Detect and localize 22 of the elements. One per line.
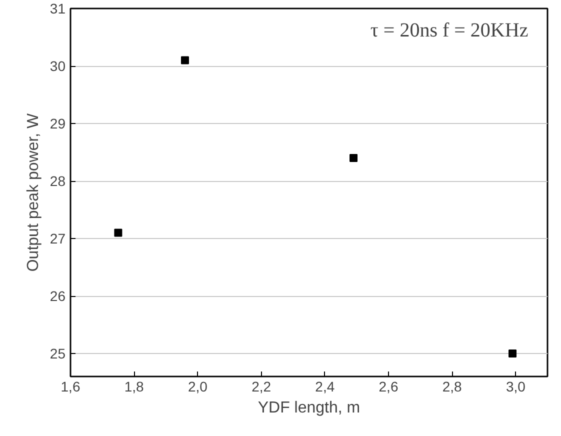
x-tick-label: 2,4 <box>315 378 335 394</box>
y-tick-label: 27 <box>50 230 66 246</box>
x-axis-title: YDF length, m <box>258 400 360 416</box>
x-tick-label: 2,6 <box>378 378 398 394</box>
x-tick-label: 2,2 <box>252 378 272 394</box>
y-tick-label: 30 <box>50 58 66 74</box>
point <box>180 56 189 64</box>
point <box>350 154 358 162</box>
point <box>114 228 122 237</box>
x-tick-label: 2,8 <box>442 378 462 394</box>
y-axis-title: Output peak power, W <box>24 112 42 272</box>
y-tick-label: 31 <box>50 0 66 16</box>
x-tick-label: 3,0 <box>506 378 526 394</box>
point <box>508 350 517 358</box>
y-tick-label: 29 <box>50 116 66 132</box>
x-tick-label: 1,8 <box>124 378 144 394</box>
y-tick-label: 25 <box>50 346 66 362</box>
x-tick-label: 1,6 <box>60 378 80 394</box>
y-tick-label: 26 <box>50 288 66 304</box>
annotation: τ = 20ns f = 20KHz <box>370 20 528 42</box>
x-tick-label: 2,0 <box>188 378 208 394</box>
y-tick-label: 28 <box>50 173 66 189</box>
